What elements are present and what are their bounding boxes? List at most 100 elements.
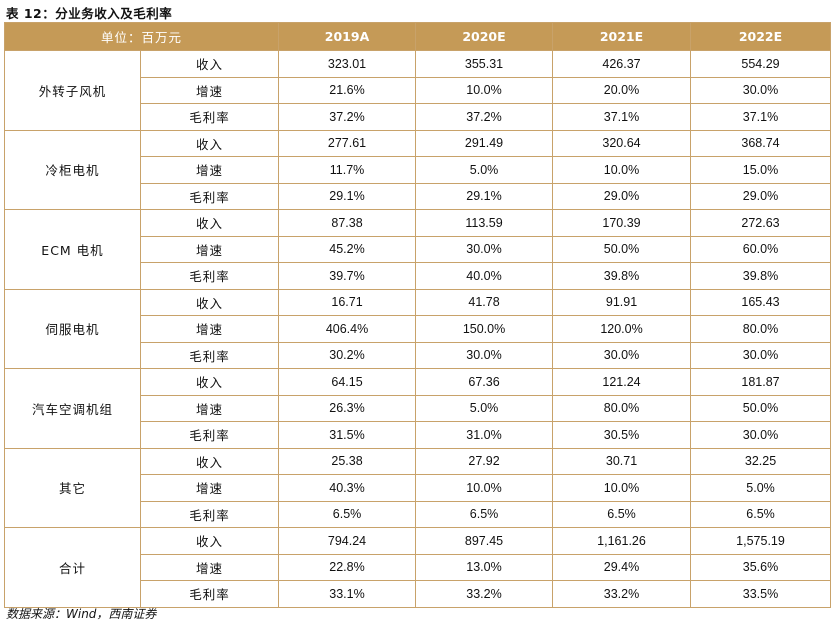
metric-label: 毛利率 — [139, 580, 280, 608]
value-cell: 181.87 — [690, 368, 832, 396]
value-cell: 30.0% — [415, 341, 554, 369]
metric-label: 增速 — [139, 235, 280, 263]
category-cell: 合计 — [4, 527, 141, 608]
metric-label: 收入 — [139, 527, 280, 555]
metric-label: 收入 — [139, 50, 280, 78]
table-row: 合计 收入 794.24 897.45 1,161.26 1,575.19 — [4, 527, 832, 608]
value-cell: 406.4% — [278, 315, 417, 343]
value-cell: 22.8% — [278, 553, 417, 581]
metric-label: 增速 — [139, 474, 280, 502]
value-cell: 40.0% — [415, 262, 554, 290]
value-cell: 60.0% — [690, 235, 832, 263]
value-cell: 21.6% — [278, 76, 417, 104]
value-cell: 29.1% — [278, 182, 417, 210]
table-title: 表 12：分业务收入及毛利率 — [6, 6, 173, 21]
value-cell: 33.2% — [415, 580, 554, 608]
value-cell: 33.1% — [278, 580, 417, 608]
value-cell: 29.4% — [552, 553, 692, 581]
value-cell: 29.1% — [415, 182, 554, 210]
value-cell: 39.7% — [278, 262, 417, 290]
metric-label: 毛利率 — [139, 182, 280, 210]
value-cell: 30.2% — [278, 341, 417, 369]
value-cell: 426.37 — [552, 50, 692, 78]
metric-label: 增速 — [139, 315, 280, 343]
value-cell: 37.1% — [690, 103, 832, 131]
value-cell: 80.0% — [552, 394, 692, 422]
value-cell: 368.74 — [690, 129, 832, 157]
value-cell: 50.0% — [690, 394, 832, 422]
value-cell: 10.0% — [415, 474, 554, 502]
metric-label: 毛利率 — [139, 500, 280, 528]
value-cell: 10.0% — [415, 76, 554, 104]
metric-label: 收入 — [139, 129, 280, 157]
value-cell: 5.0% — [415, 156, 554, 184]
value-cell: 33.5% — [690, 580, 832, 608]
value-cell: 20.0% — [552, 76, 692, 104]
table-row: 增速 26.3% 5.0% 80.0% 50.0% — [5, 394, 832, 422]
value-cell: 30.0% — [690, 76, 832, 104]
value-cell: 30.0% — [690, 421, 832, 449]
value-cell: 272.63 — [690, 209, 832, 237]
value-cell: 15.0% — [690, 156, 832, 184]
value-cell: 16.71 — [278, 288, 417, 316]
value-cell: 897.45 — [415, 527, 554, 555]
value-cell: 33.2% — [552, 580, 692, 608]
value-cell: 5.0% — [415, 394, 554, 422]
table-row: 增速 22.8% 13.0% 29.4% 35.6% — [5, 553, 832, 581]
metric-label: 毛利率 — [139, 421, 280, 449]
value-cell: 25.38 — [278, 447, 417, 475]
year-header: 2021E — [552, 22, 692, 51]
table-row: 毛利率 29.1% 29.1% 29.0% 29.0% — [5, 182, 832, 210]
value-cell: 320.64 — [552, 129, 692, 157]
value-cell: 6.5% — [690, 500, 832, 528]
source-note: 数据来源：Wind，西南证券 — [6, 607, 157, 621]
value-cell: 64.15 — [278, 368, 417, 396]
value-cell: 165.43 — [690, 288, 832, 316]
value-cell: 277.61 — [278, 129, 417, 157]
metric-label: 收入 — [139, 209, 280, 237]
category-cell: 其它 — [4, 447, 141, 528]
value-cell: 31.0% — [415, 421, 554, 449]
metric-label: 收入 — [139, 447, 280, 475]
table-row: 冷柜电机 收入 277.61 291.49 320.64 368.74 — [4, 129, 832, 210]
value-cell: 35.6% — [690, 553, 832, 581]
value-cell: 10.0% — [552, 474, 692, 502]
value-cell: 323.01 — [278, 50, 417, 78]
table-row: 其它 收入 25.38 27.92 30.71 32.25 — [4, 447, 832, 528]
unit-header: 单位：百万元 — [3, 22, 280, 51]
value-cell: 29.0% — [690, 182, 832, 210]
value-cell: 13.0% — [415, 553, 554, 581]
metric-label: 收入 — [139, 288, 280, 316]
table-row: 汽车空调机组 收入 64.15 67.36 121.24 181.87 — [4, 368, 832, 449]
table-row: 毛利率 33.1% 33.2% 33.2% 33.5% — [5, 580, 832, 608]
value-cell: 32.25 — [690, 447, 832, 475]
value-cell: 50.0% — [552, 235, 692, 263]
value-cell: 794.24 — [278, 527, 417, 555]
value-cell: 113.59 — [415, 209, 554, 237]
value-cell: 41.78 — [415, 288, 554, 316]
category-cell: ECM 电机 — [4, 209, 141, 290]
metric-label: 毛利率 — [139, 262, 280, 290]
value-cell: 30.5% — [552, 421, 692, 449]
value-cell: 6.5% — [552, 500, 692, 528]
value-cell: 29.0% — [552, 182, 692, 210]
table-body: 外转子风机 收入 323.01 355.31 426.37 554.29 增速 21.6% 10… — [4, 50, 832, 608]
value-cell: 27.92 — [415, 447, 554, 475]
metric-label: 增速 — [139, 76, 280, 104]
value-cell: 6.5% — [278, 500, 417, 528]
value-cell: 11.7% — [278, 156, 417, 184]
table-row: 毛利率 39.7% 40.0% 39.8% 39.8% — [5, 262, 832, 290]
value-cell: 37.2% — [278, 103, 417, 131]
table-row: 增速 21.6% 10.0% 20.0% 30.0% — [5, 76, 832, 104]
value-cell: 30.0% — [690, 341, 832, 369]
year-header: 2019A — [278, 22, 417, 51]
category-cell: 汽车空调机组 — [4, 368, 141, 449]
value-cell: 31.5% — [278, 421, 417, 449]
year-header: 2020E — [415, 22, 554, 51]
metric-label: 增速 — [139, 394, 280, 422]
table-row: 增速 45.2% 30.0% 50.0% 60.0% — [5, 235, 832, 263]
table-row: 伺服电机 收入 16.71 41.78 91.91 165.43 — [4, 288, 832, 369]
metric-label: 收入 — [139, 368, 280, 396]
table-row: 毛利率 37.2% 37.2% 37.1% 37.1% — [5, 103, 832, 131]
value-cell: 30.0% — [552, 341, 692, 369]
